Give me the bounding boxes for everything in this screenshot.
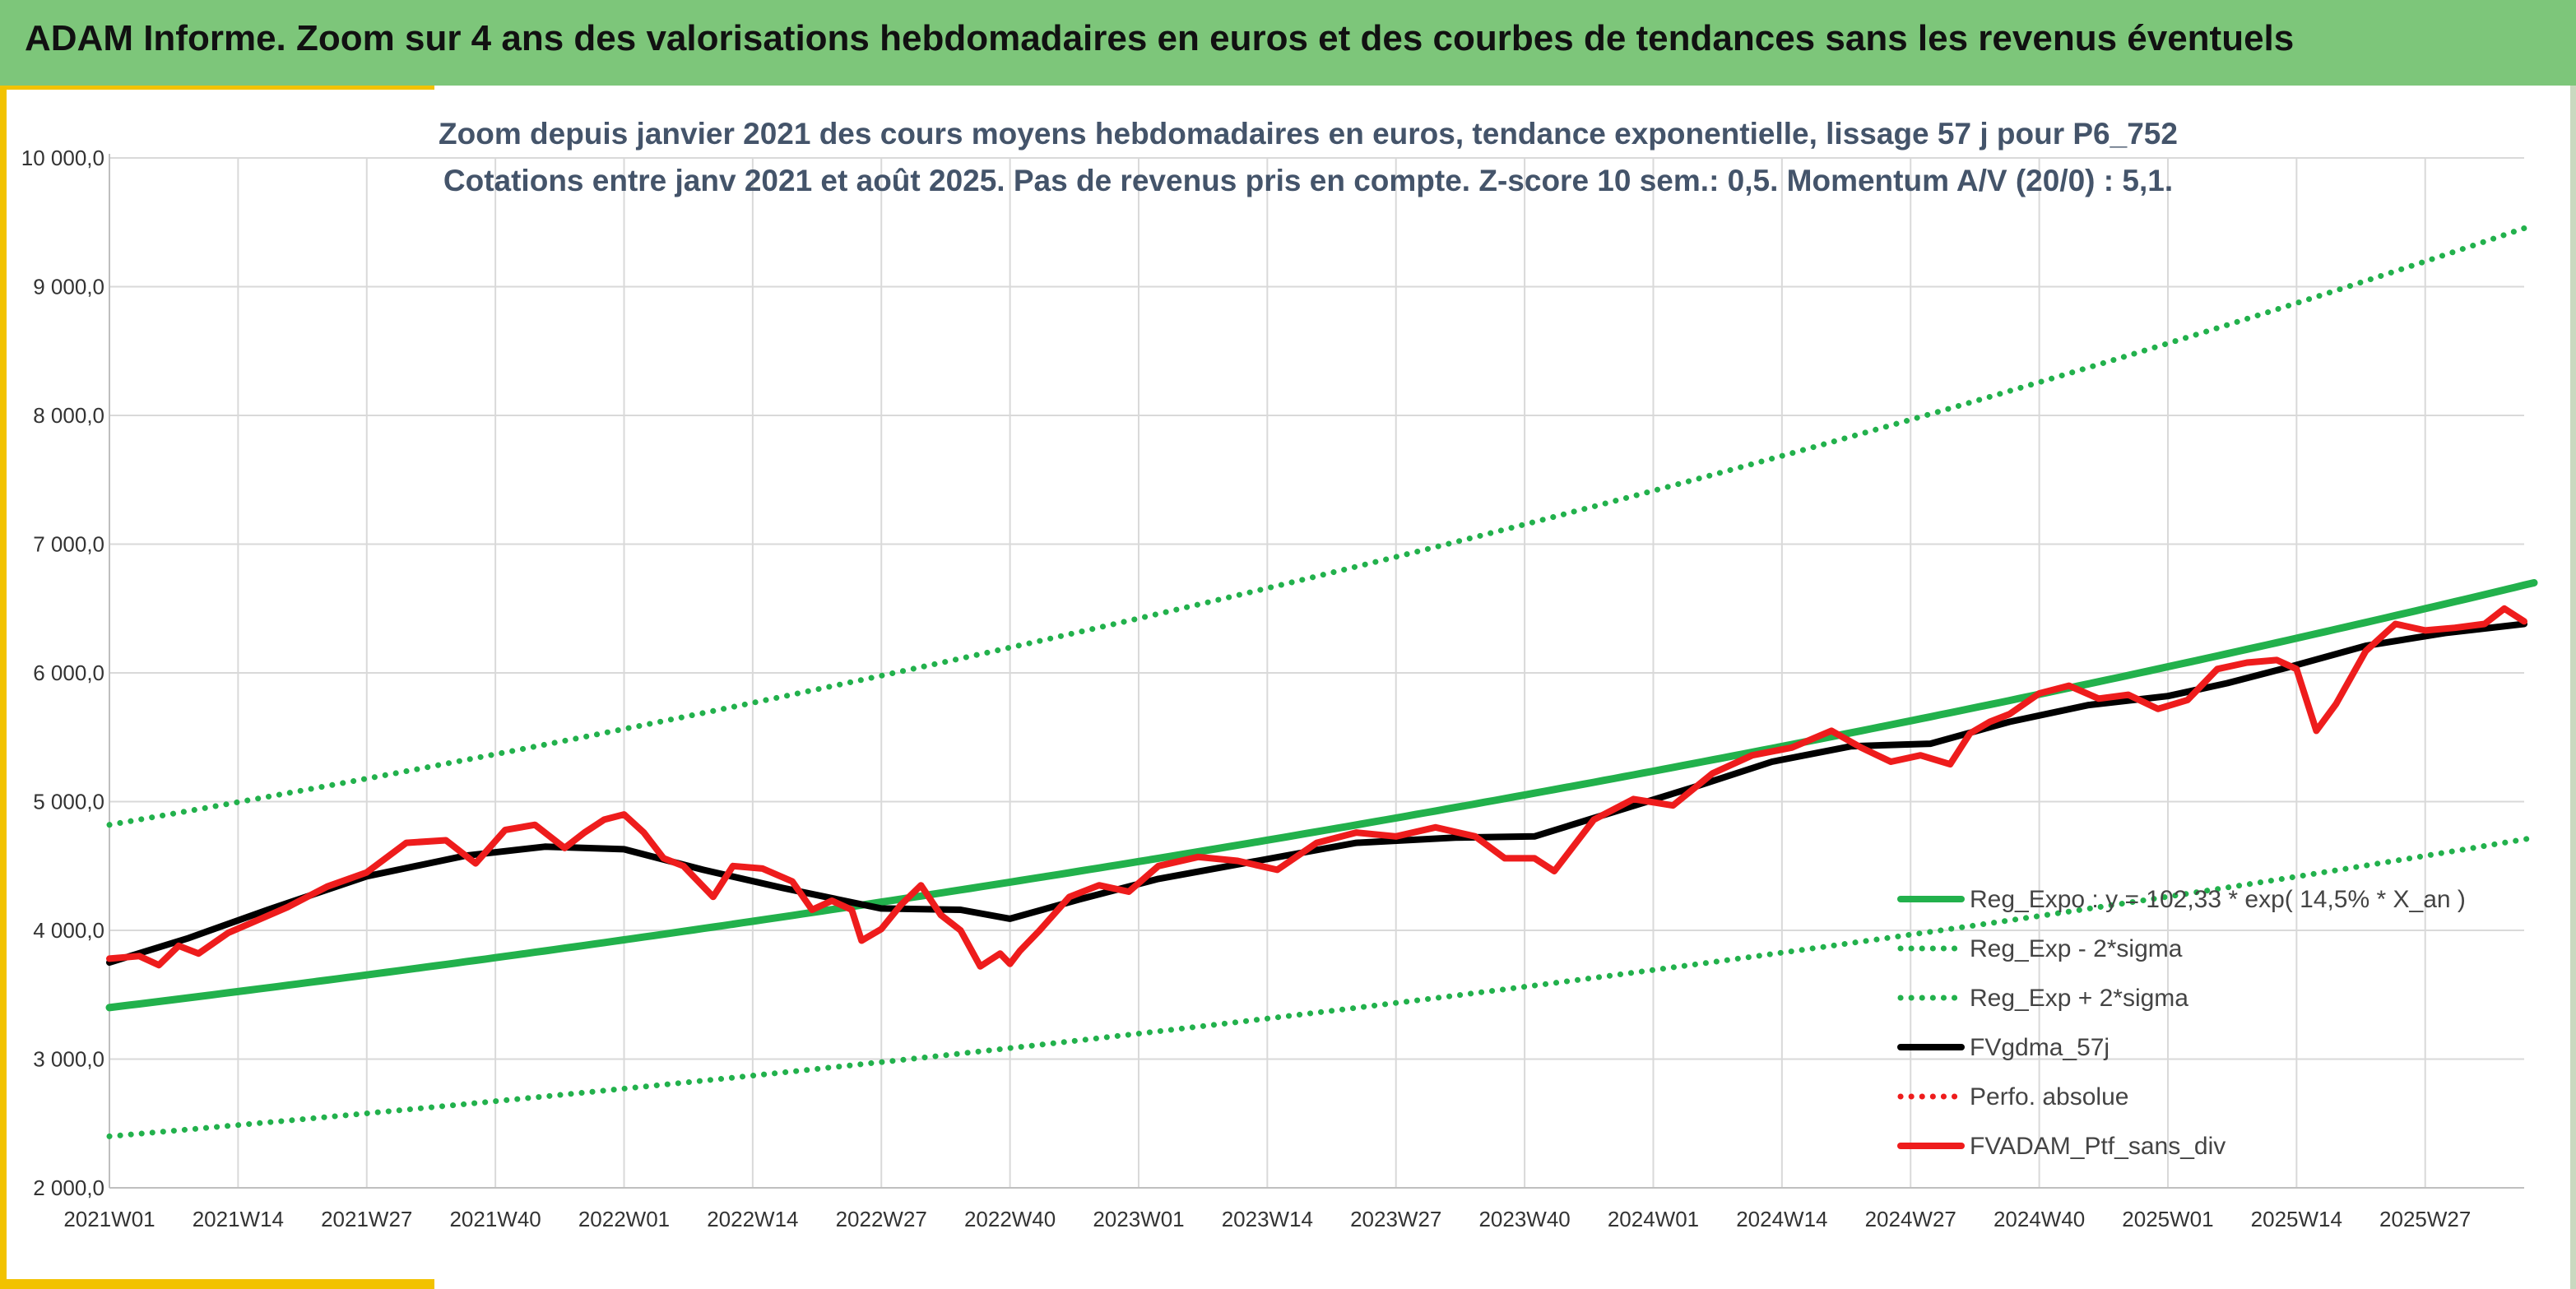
legend-label: Perfo. absolue (1970, 1083, 2128, 1110)
x-tick-label: 2023W40 (1478, 1207, 1570, 1231)
y-tick-label: 4 000,0 (33, 918, 104, 943)
chart-title: Zoom depuis janvier 2021 des cours moyen… (439, 117, 2178, 151)
plot-area-border (109, 154, 2524, 1189)
chart-subtitle: Cotations entre janv 2021 et août 2025. … (443, 164, 2173, 197)
chart-grid (109, 157, 2524, 1189)
legend-label: Reg_Exp - 2*sigma (1970, 935, 2183, 962)
y-tick-label: 5 000,0 (33, 790, 104, 814)
series-line (105, 579, 2538, 1012)
x-tick-label: 2025W01 (2122, 1207, 2213, 1231)
x-tick-label: 2021W27 (321, 1207, 412, 1231)
y-tick-label: 3 000,0 (33, 1047, 104, 1072)
x-axis-ticks: 2021W01 2021W14 2021W27 2021W40 2022W01 2022W… (63, 1207, 2471, 1231)
x-tick-label: 2022W27 (836, 1207, 927, 1231)
y-tick-label: 10 000,0 (21, 146, 104, 170)
legend-label: Reg_Exp + 2*sigma (1970, 985, 2188, 1012)
series-line (106, 834, 2537, 1139)
y-tick-label: 7 000,0 (33, 532, 104, 557)
x-tick-label: 2021W01 (63, 1207, 155, 1231)
x-tick-label: 2024W01 (1608, 1207, 1699, 1231)
x-tick-label: 2022W01 (578, 1207, 670, 1231)
y-tick-label: 6 000,0 (33, 661, 104, 685)
series-line (106, 605, 2527, 970)
x-tick-label: 2024W14 (1736, 1207, 1827, 1231)
x-tick-label: 2021W40 (449, 1207, 541, 1231)
frame-accent-bottom (0, 1279, 434, 1289)
series-line (106, 620, 2527, 967)
x-tick-label: 2024W27 (1865, 1207, 1956, 1231)
y-tick-label: 2 000,0 (33, 1175, 104, 1200)
x-tick-label: 2025W14 (2251, 1207, 2342, 1231)
x-tick-label: 2022W14 (707, 1207, 798, 1231)
frame-accent-top (0, 86, 434, 90)
chart-series (105, 221, 2538, 1139)
x-tick-label: 2021W14 (193, 1207, 284, 1231)
x-tick-label: 2023W01 (1093, 1207, 1184, 1231)
y-tick-label: 9 000,0 (33, 275, 104, 299)
x-tick-label: 2024W40 (1993, 1207, 2085, 1231)
x-tick-label: 2023W27 (1350, 1207, 1441, 1231)
frame-border-right (2570, 86, 2576, 1289)
legend-label: FVADAM_Ptf_sans_div (1970, 1133, 2226, 1160)
chart-legend: Reg_Expo : y = 102,33 * exp( 14,5% * X_a… (1897, 886, 2466, 1160)
x-tick-label: 2025W27 (2379, 1207, 2471, 1231)
x-tick-label: 2022W40 (964, 1207, 1056, 1231)
y-axis-ticks: 2 000,0 3 000,0 4 000,0 5 000,0 6 000,0 7 000… (21, 146, 104, 1200)
x-tick-label: 2023W14 (1222, 1207, 1313, 1231)
title-banner: ADAM Informe. Zoom sur 4 ans des valoris… (0, 0, 2576, 86)
legend-label: Reg_Expo : y = 102,33 * exp( 14,5% * X_a… (1970, 886, 2466, 913)
series-line (106, 221, 2537, 828)
banner-title: ADAM Informe. Zoom sur 4 ans des valoris… (25, 18, 2295, 58)
legend-label: FVgdma_57j (1970, 1034, 2110, 1061)
y-tick-label: 8 000,0 (33, 403, 104, 428)
frame-accent-left (0, 86, 7, 1289)
